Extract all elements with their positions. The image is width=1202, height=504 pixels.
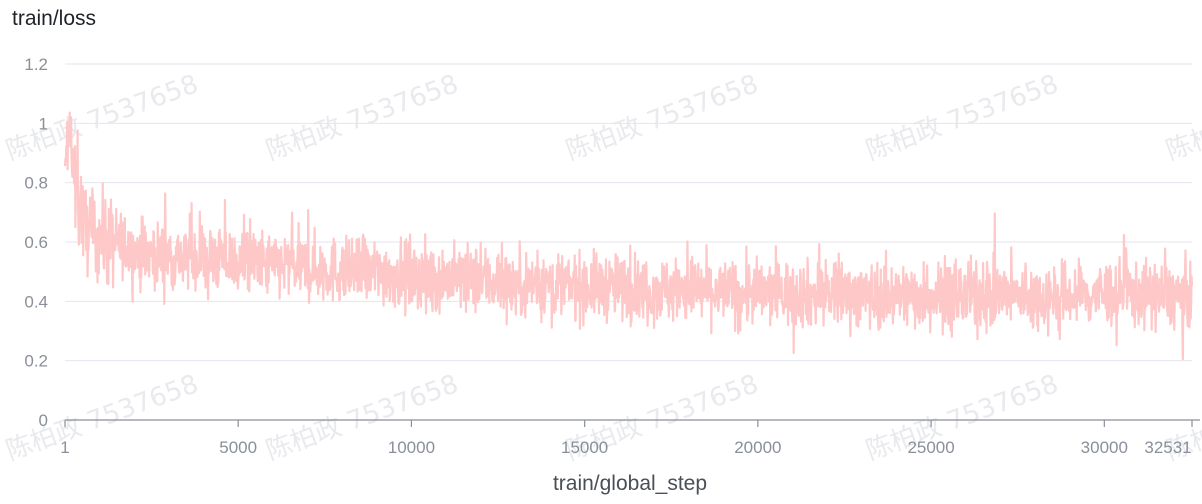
watermark-5: 陈柏政 7537658 — [2, 369, 202, 466]
x-tick-label: 20000 — [734, 438, 781, 457]
watermark-1: 陈柏政 7537658 — [262, 69, 462, 166]
y-tick-label: 0.4 — [24, 292, 48, 311]
watermark-4: 陈柏政 7537658 — [1162, 69, 1202, 166]
watermark-0: 陈柏政 7537658 — [2, 69, 202, 166]
axes — [64, 419, 1200, 427]
x-tick-label: 25000 — [907, 438, 954, 457]
watermark-2: 陈柏政 7537658 — [562, 69, 762, 166]
watermark-3: 陈柏政 7537658 — [862, 69, 1062, 166]
x-tick-label: 5000 — [219, 438, 257, 457]
x-axis-label: train/global_step — [553, 472, 707, 495]
y-tick-label: 0.8 — [24, 174, 48, 193]
y-tick-label: 0.6 — [24, 233, 48, 252]
y-tick-label: 1.2 — [24, 55, 48, 74]
y-tick-label: 0.2 — [24, 352, 48, 371]
series-line-0 — [63, 111, 1194, 361]
x-tick-label: 1 — [60, 438, 69, 457]
x-tick-label: 15000 — [561, 438, 608, 457]
watermark-8: 陈柏政 7537658 — [862, 369, 1062, 466]
y-tick-label: 1 — [39, 114, 48, 133]
x-tick-label: 30000 — [1081, 438, 1128, 457]
x-tick-labels: 1 5000 10000 15000 20000 25000 30000 32531 — [60, 438, 1191, 457]
x-tick-label: 10000 — [388, 438, 435, 457]
y-tick-label: 0 — [39, 411, 48, 430]
chart-title: train/loss — [12, 7, 97, 30]
y-tick-labels: 0 0.2 0.4 0.6 0.8 1 1.2 — [24, 55, 48, 430]
x-tick-label: 32531 — [1144, 438, 1191, 457]
series-layer — [63, 111, 1194, 361]
